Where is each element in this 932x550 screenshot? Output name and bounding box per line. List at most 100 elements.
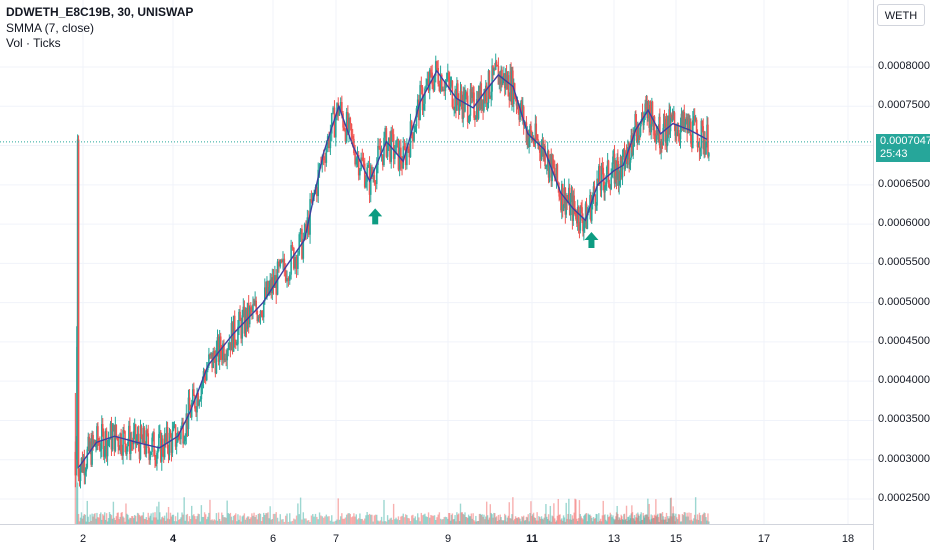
candle-body xyxy=(681,113,684,126)
volume-bar xyxy=(134,515,137,524)
candle-body xyxy=(549,154,552,161)
volume-bar xyxy=(457,514,459,524)
volume-bar xyxy=(631,512,634,524)
candle-body xyxy=(445,79,448,81)
candle-body xyxy=(295,256,298,269)
volume-indicator-label[interactable]: Vol · Ticks xyxy=(6,36,61,50)
date-tick-label: 9 xyxy=(444,533,452,545)
candle-body xyxy=(675,132,677,136)
volume-bar xyxy=(161,517,163,524)
smma-line xyxy=(77,69,708,469)
candle-body xyxy=(347,112,349,133)
candle-body xyxy=(391,130,394,135)
quote-currency-button[interactable]: WETH xyxy=(877,4,925,26)
volume-bar xyxy=(448,513,451,524)
volume-bar xyxy=(443,517,445,524)
volume-bar xyxy=(492,517,494,524)
volume-bar xyxy=(607,517,610,524)
candle-body xyxy=(217,337,220,362)
candle-body xyxy=(338,108,341,116)
volume-bar xyxy=(467,514,470,524)
volume-bar xyxy=(613,518,615,524)
volume-bar xyxy=(259,513,262,524)
candle-body xyxy=(96,426,98,447)
candle-body xyxy=(647,101,650,110)
volume-bar xyxy=(700,521,703,524)
candle-body xyxy=(678,136,681,140)
candle-body xyxy=(654,135,656,137)
volume-bar xyxy=(388,519,390,524)
candle-body xyxy=(278,261,280,267)
volume-bar xyxy=(360,518,362,524)
volume-bar xyxy=(194,516,196,524)
volume-bar xyxy=(391,519,394,524)
candle-body xyxy=(372,175,374,177)
candle-body xyxy=(693,116,696,121)
volume-bar xyxy=(105,513,108,524)
candle-body xyxy=(97,426,99,443)
volume-bar xyxy=(466,517,468,524)
volume-bar xyxy=(118,519,120,524)
last-price-value: 0.0007047 xyxy=(880,135,932,147)
candle-body xyxy=(482,99,484,111)
candle-body xyxy=(462,91,465,119)
volume-bar xyxy=(631,505,633,524)
candle-body xyxy=(596,178,598,206)
volume-bar xyxy=(468,516,471,524)
volume-bar xyxy=(480,514,482,524)
candle-body xyxy=(538,143,541,153)
candle-body xyxy=(553,167,556,178)
volume-bar xyxy=(574,498,576,524)
volume-bar xyxy=(79,517,82,524)
volume-bar xyxy=(601,515,604,524)
candle-body xyxy=(458,100,461,111)
candle-body xyxy=(305,224,307,233)
volume-bar xyxy=(318,512,321,524)
candle-body xyxy=(539,152,542,160)
volume-bar xyxy=(447,518,449,524)
volume-bar xyxy=(206,519,208,524)
volume-bar xyxy=(214,520,217,524)
candle-body xyxy=(188,397,191,411)
candle-body xyxy=(509,71,511,101)
candle-body xyxy=(118,446,121,451)
candle-body xyxy=(105,430,108,457)
volume-bar xyxy=(372,521,374,524)
volume-bar xyxy=(407,517,409,524)
candle-body xyxy=(348,117,350,133)
volume-bar xyxy=(321,516,323,524)
volume-bar xyxy=(650,514,652,524)
volume-bar xyxy=(77,513,80,524)
volume-bar xyxy=(600,521,603,524)
candle-body xyxy=(471,92,474,99)
volume-bar xyxy=(547,518,549,524)
candle-body xyxy=(516,103,519,106)
candle-body xyxy=(238,311,240,327)
volume-bar xyxy=(90,520,92,524)
volume-bar xyxy=(382,521,384,524)
candle-body xyxy=(494,69,496,71)
candle-body xyxy=(144,448,147,454)
candle-body xyxy=(532,137,535,144)
volume-bar xyxy=(198,514,200,524)
volume-bar xyxy=(409,521,412,524)
candle-body xyxy=(81,457,84,472)
candle-body xyxy=(428,69,431,91)
volume-bar xyxy=(86,500,88,524)
candle-body xyxy=(490,91,492,98)
candle-body xyxy=(413,132,415,142)
volume-bar xyxy=(103,512,106,524)
volume-bar xyxy=(677,514,680,524)
candle-body xyxy=(675,132,678,136)
volume-bar xyxy=(349,513,351,524)
volume-bar xyxy=(250,517,252,524)
volume-bar xyxy=(432,515,435,524)
volume-bar xyxy=(99,514,101,524)
smma-indicator-label[interactable]: SMMA (7, close) xyxy=(6,20,95,35)
volume-bar xyxy=(585,513,588,524)
candle-body xyxy=(430,69,432,73)
volume-bar xyxy=(656,514,658,524)
symbol-title[interactable]: DDWETH_E8C19B, 30, UNISWAP xyxy=(6,5,194,19)
volume-bar xyxy=(223,517,225,524)
